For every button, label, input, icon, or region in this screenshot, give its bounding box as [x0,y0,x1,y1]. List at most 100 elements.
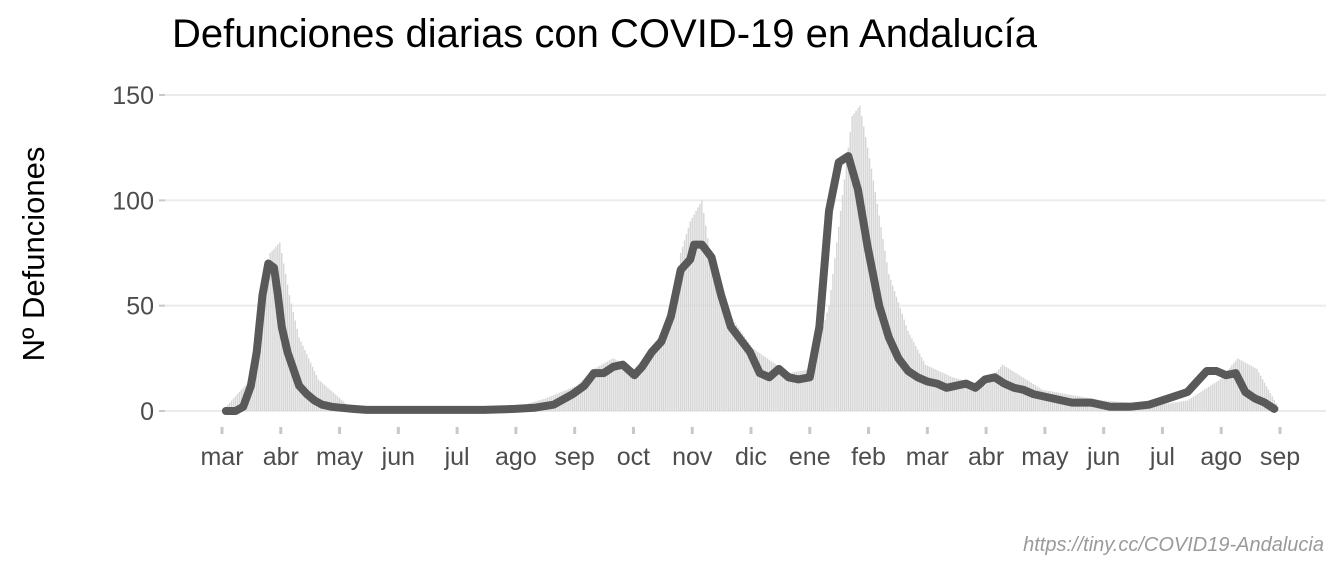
daily-bar [1209,385,1212,411]
daily-bar [699,203,701,411]
daily-bar [859,105,861,412]
x-tick-label: mar [200,443,243,471]
daily-bar [1229,367,1231,411]
daily-bar [992,376,994,411]
daily-bar [616,360,618,411]
daily-bar [810,368,813,411]
x-tick-label: oct [617,443,650,471]
daily-bar [321,382,323,411]
daily-bar [593,368,595,411]
daily-bar [1192,396,1195,411]
daily-bar [313,370,316,411]
daily-bar [595,367,597,411]
daily-bar [716,279,718,411]
daily-bar [651,347,653,411]
daily-bar [624,364,626,411]
daily-bar [228,402,231,411]
daily-bar [1196,394,1198,411]
daily-bar [1161,404,1164,411]
daily-bar [232,398,235,411]
daily-bar [934,369,936,411]
daily-bar [747,342,749,411]
daily-bar [631,367,634,411]
daily-bar [664,325,666,411]
daily-bar [1234,360,1237,411]
daily-bar [1221,377,1223,411]
daily-bar [577,383,580,411]
daily-bar [980,384,983,411]
daily-bar [325,386,327,411]
daily-bar [832,274,834,411]
daily-bar [602,363,605,411]
daily-bar [780,367,782,411]
daily-bar [598,365,601,411]
daily-bar [772,362,774,411]
daily-bar [820,333,823,411]
daily-bar [762,355,765,411]
daily-bar [857,108,859,412]
daily-bar [758,353,761,411]
daily-bar [639,361,641,411]
chart-title: Defunciones diarias con COVID-19 en Anda… [172,12,1037,56]
daily-bar [681,246,684,411]
daily-bar [945,374,948,411]
daily-bar [726,305,728,411]
daily-bar [924,364,927,411]
daily-bar [922,360,925,411]
daily-bar [309,362,312,411]
daily-bar [1163,404,1166,411]
daily-bar [689,221,692,411]
daily-bar [982,385,984,411]
daily-bar [967,381,969,411]
daily-bar [988,381,990,411]
daily-bar [843,179,846,411]
daily-bar [1155,404,1158,411]
x-tick-label: jun [1086,443,1120,471]
daily-bar [994,374,996,411]
daily-bar [1169,403,1171,411]
daily-bar [1248,364,1250,411]
daily-bar [942,372,944,411]
daily-bar [323,384,325,411]
daily-bar [679,253,682,411]
daily-bar [674,290,676,411]
daily-bar [789,372,792,411]
daily-bar [764,357,767,411]
daily-bar [791,372,794,411]
daily-bar [678,265,680,411]
daily-bar [612,358,614,411]
daily-bar [1190,397,1193,411]
daily-bar [704,225,707,411]
daily-bar [695,210,697,411]
daily-bar [1267,389,1270,411]
daily-bar [928,366,930,411]
daily-bar [997,369,1000,411]
daily-bar [757,351,759,411]
x-tick-label: may [1021,443,1069,471]
daily-bar [870,168,873,411]
daily-bar [234,396,237,411]
x-tick-label: mar [906,443,949,471]
x-tick-label: abr [968,443,1004,471]
daily-bar [976,383,979,411]
daily-bar [793,372,796,411]
daily-bar [714,274,717,411]
daily-bar [824,319,826,411]
daily-bar [645,354,647,411]
daily-bar [949,376,952,411]
daily-bar [930,367,932,411]
daily-bar [633,368,636,411]
daily-bar [610,359,613,411]
daily-bar [334,394,337,411]
x-tick-label: ago [1200,443,1242,471]
daily-bar [936,370,938,411]
daily-bar [275,246,277,411]
daily-bar [676,278,678,411]
daily-bar [273,248,275,411]
daily-bar [730,316,732,411]
daily-bar [259,305,262,411]
daily-bar [1256,368,1258,411]
daily-bar [957,378,959,411]
daily-bar [733,321,736,411]
daily-bar [795,371,798,411]
